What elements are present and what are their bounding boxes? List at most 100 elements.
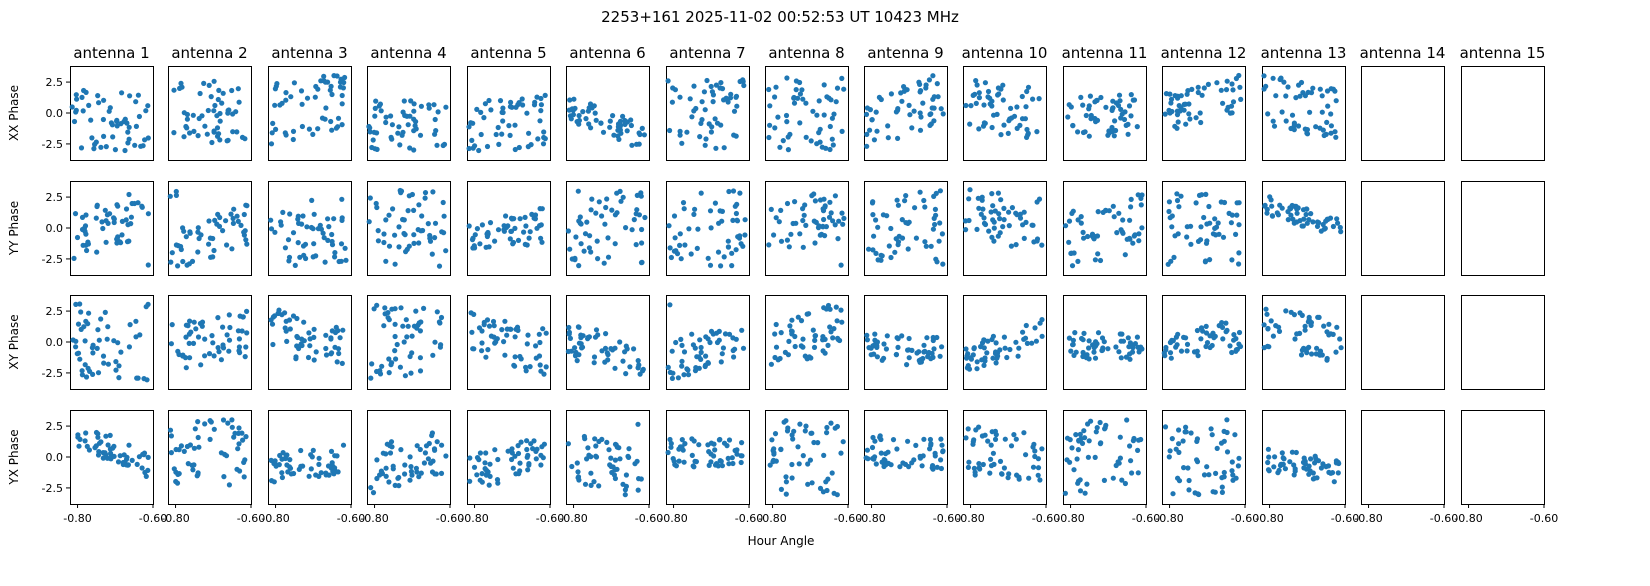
data-point bbox=[1118, 115, 1124, 121]
data-point bbox=[1092, 257, 1098, 263]
data-point bbox=[989, 191, 995, 197]
data-point bbox=[624, 128, 630, 134]
data-point bbox=[393, 356, 399, 362]
data-point bbox=[230, 220, 236, 226]
data-point bbox=[1122, 252, 1128, 258]
data-point bbox=[821, 216, 827, 223]
data-point bbox=[1276, 467, 1282, 473]
data-point bbox=[875, 224, 881, 230]
data-point bbox=[593, 327, 600, 333]
data-point bbox=[979, 357, 985, 363]
panel-title-12: antenna 12 bbox=[1161, 44, 1247, 62]
data-point bbox=[1236, 222, 1242, 228]
data-point bbox=[1219, 489, 1225, 495]
data-point bbox=[536, 331, 542, 337]
data-point bbox=[1203, 330, 1210, 336]
panel-5-yy-phase bbox=[466, 181, 551, 276]
data-point bbox=[129, 457, 135, 463]
data-point bbox=[806, 311, 812, 317]
data-point bbox=[411, 147, 417, 153]
data-point bbox=[665, 364, 671, 370]
data-point bbox=[797, 79, 803, 86]
data-point bbox=[1300, 346, 1306, 352]
data-point bbox=[386, 370, 392, 376]
data-point bbox=[626, 446, 632, 452]
data-point bbox=[981, 362, 987, 368]
x-tick-label: -0.80 bbox=[559, 512, 587, 525]
data-point bbox=[422, 195, 428, 201]
data-point bbox=[286, 258, 292, 264]
x-tick-label: -0.80 bbox=[63, 512, 91, 525]
data-point bbox=[330, 469, 336, 475]
data-point bbox=[299, 336, 305, 342]
data-point bbox=[938, 457, 944, 463]
data-point bbox=[88, 117, 94, 123]
data-point bbox=[116, 375, 122, 381]
data-point bbox=[669, 99, 676, 105]
data-point bbox=[881, 457, 887, 463]
data-point bbox=[236, 336, 242, 342]
data-point bbox=[1139, 192, 1145, 198]
data-point bbox=[210, 340, 216, 346]
data-point bbox=[1333, 134, 1339, 140]
data-point bbox=[526, 130, 532, 136]
data-point bbox=[186, 340, 192, 346]
data-point bbox=[467, 478, 473, 484]
data-point bbox=[1206, 203, 1212, 210]
data-point bbox=[1117, 434, 1123, 440]
data-point bbox=[1064, 435, 1071, 441]
data-point bbox=[863, 455, 869, 461]
data-point bbox=[283, 90, 289, 96]
x-tick-label: -0.80 bbox=[1454, 512, 1482, 525]
data-point bbox=[705, 442, 711, 448]
data-point bbox=[178, 246, 184, 253]
data-point bbox=[812, 337, 818, 343]
data-point bbox=[665, 449, 671, 456]
data-point bbox=[893, 236, 899, 242]
data-point bbox=[407, 113, 413, 119]
data-point bbox=[240, 437, 246, 443]
data-point bbox=[870, 212, 876, 218]
data-point bbox=[1021, 235, 1027, 241]
data-point bbox=[1066, 239, 1072, 245]
data-point bbox=[1098, 94, 1104, 101]
data-point bbox=[1080, 229, 1086, 235]
data-point bbox=[298, 88, 305, 94]
panel-13-yy-phase bbox=[1262, 181, 1346, 276]
data-point bbox=[917, 81, 923, 87]
panel-13-xy-phase bbox=[1261, 295, 1346, 390]
data-point bbox=[1224, 417, 1230, 423]
data-point bbox=[1086, 106, 1092, 112]
data-point bbox=[1009, 205, 1016, 211]
data-point bbox=[115, 340, 121, 346]
data-point bbox=[173, 446, 179, 453]
data-point bbox=[220, 90, 226, 96]
data-point bbox=[192, 426, 198, 432]
data-point bbox=[1037, 320, 1043, 326]
panel-9-yx-phase: -0.80 -0.60 bbox=[857, 410, 961, 525]
data-point bbox=[432, 131, 438, 137]
data-point bbox=[1077, 431, 1083, 437]
data-point bbox=[691, 464, 697, 470]
data-point bbox=[537, 362, 543, 368]
data-point bbox=[574, 460, 580, 466]
data-point bbox=[1110, 203, 1116, 209]
data-point bbox=[589, 196, 595, 202]
data-point bbox=[376, 103, 382, 109]
data-point bbox=[1023, 104, 1029, 110]
data-point bbox=[1162, 424, 1169, 430]
data-point bbox=[1330, 331, 1336, 337]
data-point bbox=[826, 214, 833, 220]
data-point bbox=[636, 130, 642, 136]
data-point bbox=[492, 238, 498, 244]
data-point bbox=[284, 338, 290, 344]
data-point bbox=[507, 236, 513, 242]
data-point bbox=[1283, 308, 1289, 314]
data-point bbox=[905, 438, 911, 444]
data-point bbox=[931, 105, 937, 111]
data-point bbox=[1193, 200, 1199, 206]
data-point bbox=[1122, 480, 1128, 487]
data-point bbox=[1223, 87, 1230, 93]
data-point bbox=[1273, 93, 1279, 99]
data-point bbox=[999, 471, 1005, 477]
